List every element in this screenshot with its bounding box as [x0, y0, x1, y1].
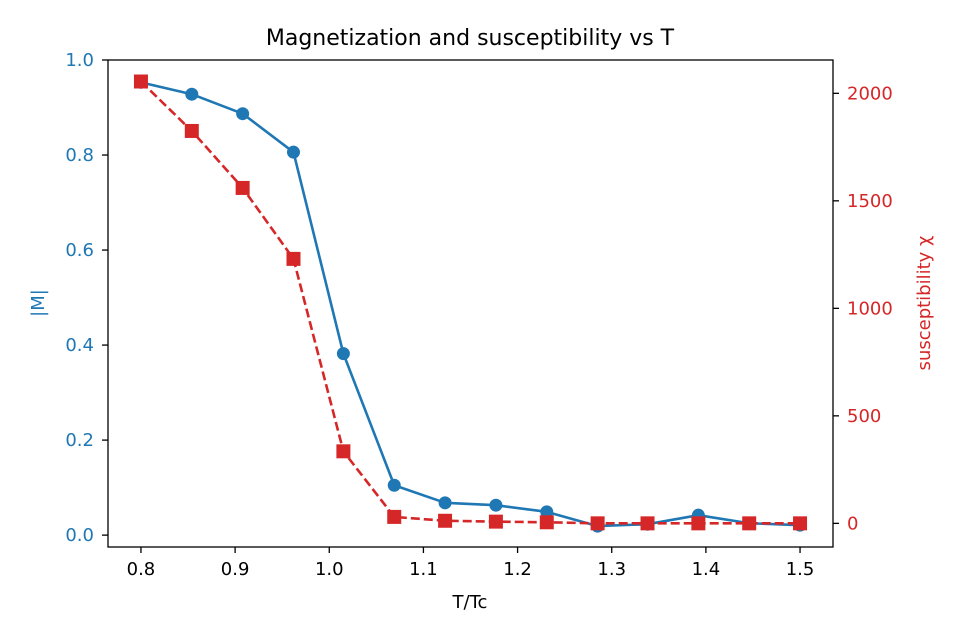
y-left-tick-label: 0.8	[65, 145, 94, 166]
susceptibility-point	[336, 444, 351, 459]
x-tick-label: 1.3	[597, 559, 626, 580]
y-left-axis: 0.0 0.2 0.4 0.6 0.8 1.0	[65, 50, 108, 546]
magnetization-point	[286, 145, 300, 159]
plot-frame	[107, 59, 834, 548]
magnetization-point	[387, 478, 401, 492]
y-right-tick-label: 0	[847, 513, 858, 534]
magnetization-series-line	[140, 81, 801, 528]
susceptibility-series-line	[140, 80, 801, 525]
x-tick-label: 0.8	[127, 559, 156, 580]
susceptibility-point	[793, 516, 808, 531]
y-left-tick-label: 1.0	[65, 50, 94, 71]
x-tick-label: 0.9	[221, 559, 250, 580]
y-left-tick-label: 0.4	[65, 335, 94, 356]
susceptibility-point	[184, 123, 199, 138]
y-right-axis: 0 500 1000 1500 2000	[833, 83, 893, 534]
susceptibility-point	[235, 180, 250, 195]
susceptibility-point	[438, 513, 453, 528]
x-tick-label: 1.2	[503, 559, 532, 580]
magnetization-point	[540, 505, 554, 519]
x-tick-label: 1.0	[315, 559, 344, 580]
y-left-axis-title: |M|	[28, 289, 49, 317]
x-tick-label: 1.1	[409, 559, 438, 580]
magnetization-point	[336, 347, 350, 361]
susceptibility-point	[488, 514, 503, 529]
series-layer	[133, 74, 808, 533]
y-right-tick-label: 500	[847, 406, 881, 427]
susceptibility-point	[133, 74, 148, 89]
x-tick-label: 1.5	[786, 559, 815, 580]
magnetization-point	[438, 496, 452, 510]
susceptibility-point	[539, 515, 554, 530]
susceptibility-point	[640, 516, 655, 531]
y-left-tick-label: 0.0	[65, 525, 94, 546]
y-left-tick-label: 0.2	[65, 430, 94, 451]
magnetization-point	[236, 107, 250, 121]
magnetization-point	[185, 87, 199, 101]
magnetization-point	[489, 498, 503, 512]
y-left-tick-label: 0.6	[65, 240, 94, 261]
chart-title: Magnetization and susceptibility vs T	[266, 26, 675, 51]
susceptibility-point	[590, 516, 605, 531]
y-right-tick-label: 1500	[847, 191, 893, 212]
susceptibility-point	[691, 516, 706, 531]
y-right-axis-title: susceptibility χ	[914, 236, 935, 371]
x-tick-label: 1.4	[692, 559, 721, 580]
x-axis-title: T/Tc	[452, 592, 488, 613]
y-right-tick-label: 1000	[847, 298, 893, 319]
susceptibility-point	[387, 509, 402, 524]
susceptibility-point	[742, 516, 757, 531]
y-right-tick-label: 2000	[847, 83, 893, 104]
susceptibility-point	[286, 251, 301, 266]
x-axis: 0.8 0.9 1.0 1.1 1.2 1.3 1.4 1.5	[127, 547, 815, 580]
